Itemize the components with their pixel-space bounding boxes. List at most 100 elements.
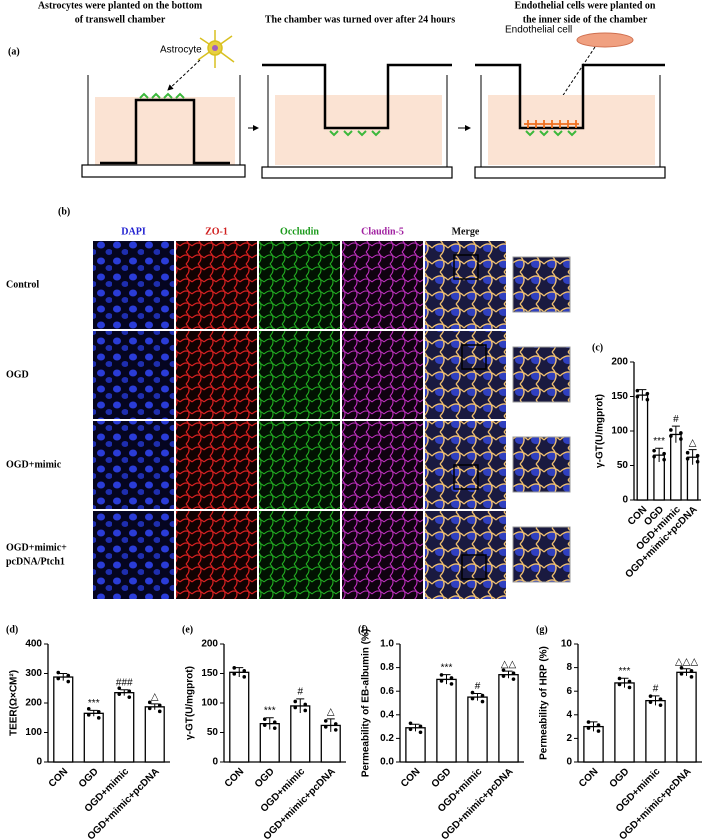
- bar: [614, 682, 635, 763]
- group-label: Control: [6, 279, 39, 290]
- micrograph: [93, 421, 174, 509]
- error-bar: [89, 709, 98, 717]
- micrograph: [259, 331, 340, 419]
- point-decor: [679, 672, 684, 676]
- panel-label: (d): [6, 624, 18, 635]
- step-text: Astrocytes were planted on the bottom: [38, 0, 203, 11]
- point-decor: [408, 727, 413, 732]
- point-decor: [439, 673, 444, 677]
- point-decor: [635, 388, 640, 393]
- point-decor: [418, 724, 423, 729]
- micrograph: [342, 511, 423, 599]
- error-bar: [688, 449, 697, 465]
- inset: [512, 436, 571, 493]
- error-bar: [265, 717, 274, 730]
- y-tick-label: 300: [25, 668, 42, 679]
- significance: #: [475, 681, 481, 692]
- micrograph: [425, 241, 506, 329]
- significance: △: [327, 707, 335, 718]
- point-decor: [689, 675, 694, 679]
- error-bar: [651, 695, 660, 706]
- point-decor: [596, 723, 601, 727]
- bar: [144, 706, 165, 763]
- point-decor: [480, 693, 485, 698]
- y-tick-label: 0.6: [380, 686, 394, 697]
- y-axis-label: Permeability of EB-albumin (%): [361, 629, 372, 777]
- panel-label: (c): [592, 342, 603, 353]
- error-bar: [296, 698, 305, 714]
- point-decor: [669, 434, 673, 438]
- y-tick-label: 0: [566, 757, 572, 768]
- stain-label: Occludin: [280, 226, 319, 237]
- roi-box: [453, 254, 479, 280]
- point-decor: [333, 722, 338, 726]
- y-tick-label: 0: [36, 757, 42, 768]
- micrograph: [176, 511, 257, 599]
- micrograph: [259, 511, 340, 599]
- bar: [53, 676, 74, 763]
- point-decor: [293, 705, 298, 710]
- x-tick-label: OGD: [253, 766, 277, 790]
- point-decor: [66, 679, 71, 684]
- chamber-2: [261, 63, 453, 179]
- error-bar: [120, 689, 129, 696]
- point-decor: [662, 457, 666, 462]
- point-decor: [669, 428, 673, 432]
- point-decor: [242, 675, 247, 679]
- point-decor: [685, 450, 690, 455]
- significance: ***: [619, 666, 631, 677]
- point-decor: [293, 699, 298, 704]
- significance: #: [297, 687, 303, 698]
- significance: #: [653, 684, 659, 695]
- stain-label: Claudin-5: [361, 226, 404, 237]
- roi-box: [461, 554, 487, 580]
- y-tick-label: 1.0: [380, 639, 394, 650]
- significance: △: [689, 437, 697, 448]
- x-tick-label: OGD: [77, 766, 101, 790]
- micrograph: [93, 331, 174, 419]
- y-tick-label: 6: [566, 686, 572, 697]
- y-tick-label: 0.2: [380, 733, 394, 744]
- point-decor: [96, 710, 101, 714]
- point-decor: [511, 671, 516, 675]
- y-tick-label: 4: [566, 709, 572, 720]
- point-decor: [470, 690, 475, 695]
- point-decor: [449, 676, 454, 680]
- y-axis-label: Permeability of HRP (%): [539, 646, 550, 760]
- error-bar: [59, 673, 68, 681]
- point-decor: [56, 676, 61, 681]
- roi-box: [453, 464, 479, 490]
- point-decor: [652, 448, 656, 453]
- point-decor: [56, 670, 61, 675]
- point-decor: [262, 723, 267, 727]
- stain-label: Merge: [452, 226, 480, 237]
- point-decor: [272, 720, 277, 724]
- point-decor: [303, 702, 308, 707]
- micrograph: [176, 241, 257, 329]
- pointer: [167, 59, 201, 91]
- error-bar: [150, 703, 159, 710]
- y-tick-label: 400: [25, 639, 42, 650]
- group-label: OGD+mimic: [6, 459, 62, 470]
- point-decor: [449, 682, 454, 686]
- roi-box: [461, 344, 487, 370]
- point-decor: [147, 700, 152, 705]
- y-tick-label: 10: [561, 639, 573, 650]
- micrograph: [93, 241, 174, 329]
- panel-label: (a): [8, 46, 20, 57]
- x-tick-label: CON: [399, 766, 423, 790]
- error-bar: [671, 425, 680, 443]
- significance: ***: [264, 705, 276, 716]
- point-decor: [685, 456, 690, 461]
- error-bar: [655, 447, 664, 463]
- error-bar: [620, 677, 629, 688]
- point-decor: [127, 689, 132, 693]
- point-decor: [627, 685, 632, 690]
- micrograph: [176, 421, 257, 509]
- icon-label: Astrocyte: [160, 45, 202, 56]
- point-decor: [596, 729, 601, 733]
- point-decor: [695, 459, 700, 464]
- chamber-3: [474, 63, 666, 179]
- point-decor: [627, 679, 632, 684]
